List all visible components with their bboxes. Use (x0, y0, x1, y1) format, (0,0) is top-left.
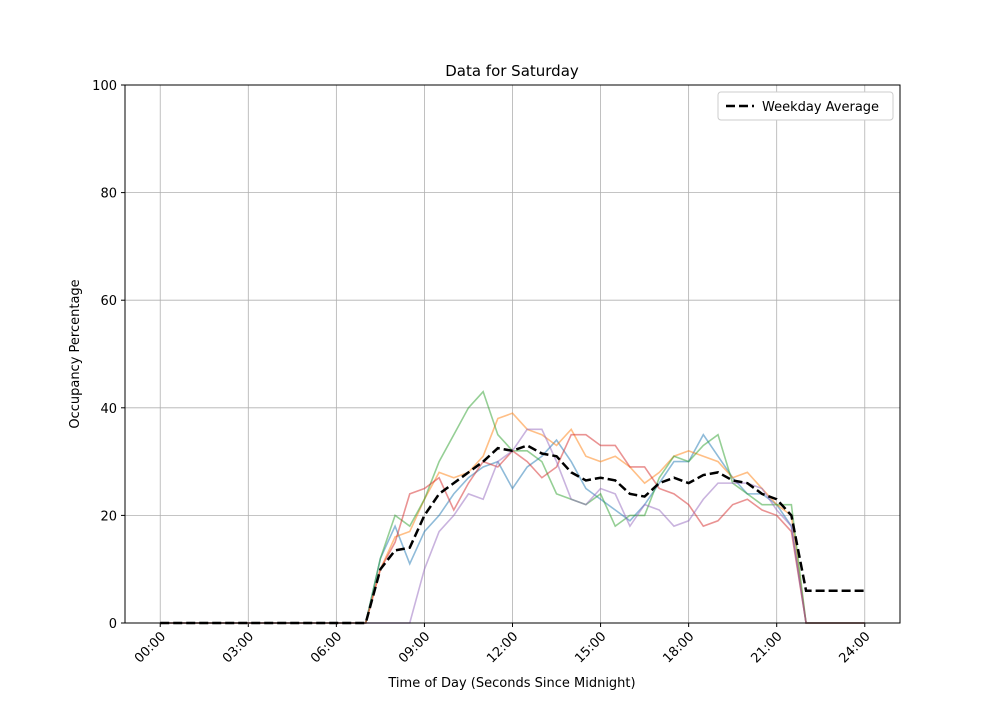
legend-label: Weekday Average (762, 100, 879, 115)
y-tick-label: 20 (100, 509, 117, 524)
y-tick-label: 80 (100, 187, 117, 202)
plot-frame (124, 84, 901, 624)
y-axis-label: Occupancy Percentage (68, 279, 83, 428)
legend-box (717, 91, 894, 121)
x-axis-label: Time of Day (Seconds Since Midnight) (387, 676, 635, 691)
y-tick-label: 60 (100, 294, 117, 309)
y-tick-label: 0 (109, 617, 117, 632)
chart-title: Data for Saturday (445, 62, 579, 80)
y-tick-label: 100 (92, 79, 117, 94)
y-tick-label: 40 (100, 402, 117, 417)
